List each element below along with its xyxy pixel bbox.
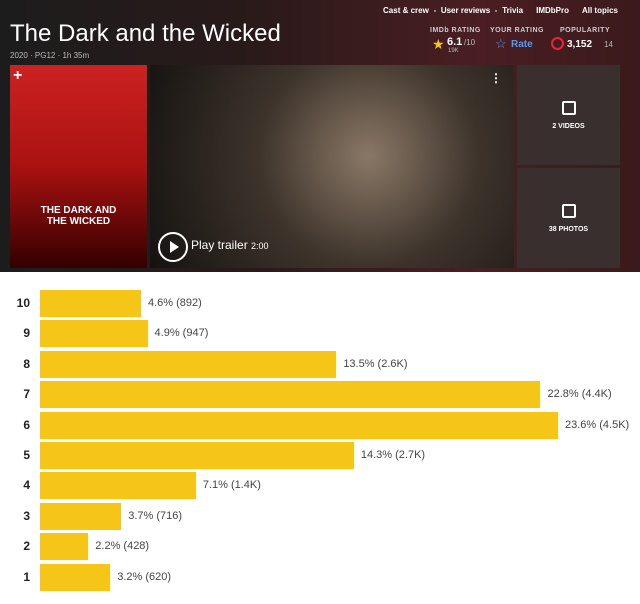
watchlist-add[interactable]: +: [13, 67, 23, 84]
category-label: 8: [23, 356, 30, 371]
category-label: 3: [23, 508, 30, 523]
imdb-votes: 19K: [448, 48, 459, 54]
popularity-label: POPULARITY: [560, 27, 611, 34]
hero: Cast & crew User reviews Trivia IMDbPro …: [0, 0, 640, 272]
rate-button[interactable]: Rate: [511, 39, 533, 50]
category-label: 5: [23, 448, 30, 462]
imdb-score[interactable]: 6.1: [447, 36, 463, 48]
videos-label: 2 VIDEOS: [552, 122, 585, 130]
nav: Cast & crew User reviews Trivia IMDbPro …: [383, 6, 618, 15]
value-label: 2.2% (428): [95, 540, 150, 553]
popularity-icon: [551, 37, 564, 50]
bar: [40, 350, 337, 378]
category-label: 1: [23, 569, 30, 584]
category-label: 4: [23, 478, 30, 493]
videos-tile[interactable]: 2 VIDEOS: [517, 65, 620, 165]
nav-link[interactable]: All topics: [581, 6, 618, 15]
value-label: 4.9% (947): [154, 327, 209, 340]
bar: [40, 502, 122, 530]
value-label: 4.6% (892): [147, 297, 202, 309]
bar: [40, 290, 141, 317]
value-label: 23.6% (4.5K): [565, 418, 630, 431]
nav-link[interactable]: IMDbPro: [536, 6, 569, 15]
your-rating-label: YOUR RATING: [490, 27, 544, 34]
value-label: 13.5% (2.6K): [343, 357, 408, 370]
title: The Dark and the Wicked: [10, 20, 281, 47]
category-label: 2: [23, 539, 30, 554]
menu[interactable]: ⋮: [490, 71, 502, 85]
subtitle: 2020 · PG12 · 1h 35m: [10, 51, 90, 60]
category-label: 6: [23, 417, 30, 432]
poster[interactable]: + THE DARK AND THE WICKED: [10, 65, 147, 268]
video[interactable]: ⋮: [150, 65, 514, 268]
photos-tile[interactable]: 38 PHOTOS: [517, 168, 620, 268]
nav-link[interactable]: Cast & crew: [383, 6, 429, 15]
bar: [40, 442, 354, 469]
category-label: 9: [23, 326, 30, 341]
star-outline: ☆: [495, 36, 507, 51]
poster-title: THE DARK AND THE WICKED: [40, 205, 117, 227]
category-label: 10: [16, 296, 30, 310]
play-button[interactable]: [158, 232, 188, 262]
bar: [40, 563, 111, 591]
value-label: 22.8% (4.4K): [547, 388, 612, 401]
star: ★: [432, 36, 445, 52]
value-label: 3.2% (620): [117, 570, 172, 583]
category-label: 7: [23, 387, 30, 402]
photos-label: 38 PHOTOS: [548, 225, 589, 233]
value-label: 7.1% (1.4K): [202, 479, 261, 492]
bar: [40, 320, 148, 348]
bar: [40, 472, 196, 500]
nav-link[interactable]: User reviews: [440, 6, 491, 15]
value-label: 14.3% (2.7K): [360, 449, 426, 461]
rating-chart: 10 4.6% (892) 9 4.9% (947) 8 13.5% (2.6K) 7 22.…: [0, 290, 640, 600]
popularity: 3,152: [567, 39, 593, 50]
imdb-max: /10: [464, 38, 476, 47]
value-label: 3.7% (716): [128, 509, 183, 522]
bar: [40, 533, 89, 561]
popularity-change: 14: [604, 40, 613, 49]
trailer-length: 2:00: [251, 241, 269, 251]
imdb-rating-label: IMDb RATING: [430, 27, 481, 34]
bar: [40, 411, 559, 439]
bar: [40, 381, 541, 409]
nav-link[interactable]: Trivia: [502, 6, 524, 15]
trailer-label[interactable]: Play trailer: [191, 238, 248, 252]
